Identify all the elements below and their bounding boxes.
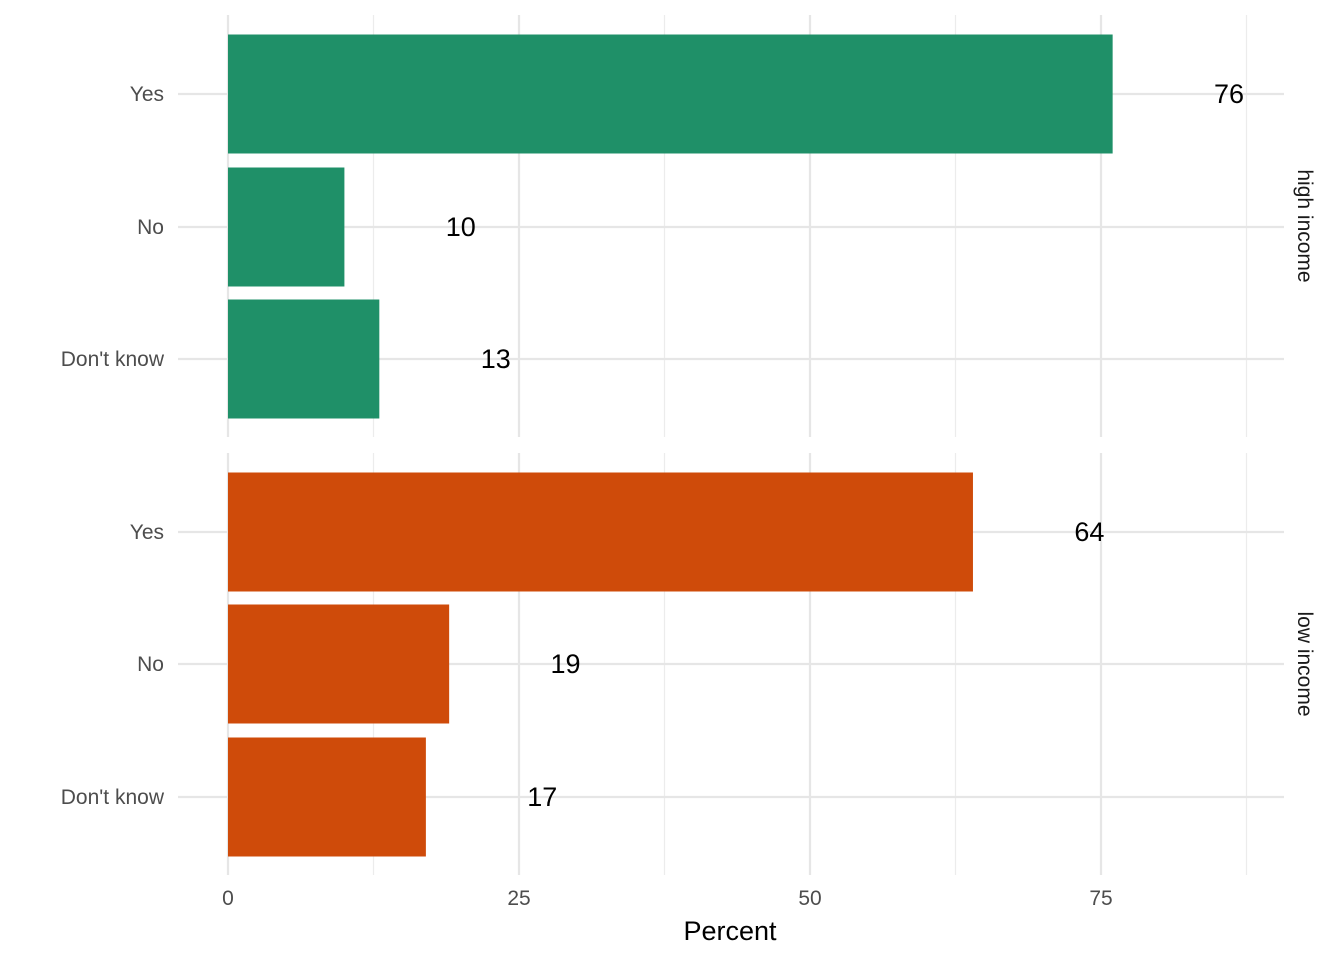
data-label: 19 <box>551 649 581 679</box>
facet-strip-label: low income <box>1293 611 1316 716</box>
category-label: No <box>137 653 164 676</box>
category-label: Yes <box>130 83 164 106</box>
x-axis-ticks: 0 25 50 75 <box>222 887 1113 910</box>
bar <box>228 34 1113 154</box>
x-tick-label: 0 <box>222 887 234 910</box>
chart-panels: Yes 76 No 10 Don't know 13 high income Yes 64 No 1… <box>61 15 1316 875</box>
facet-panel-low-income: Yes 64 No 19 Don't know 17 low income <box>61 453 1316 875</box>
bar <box>228 167 345 287</box>
category-label: No <box>137 216 164 239</box>
data-label: 76 <box>1214 79 1244 109</box>
bar <box>228 604 450 724</box>
data-label: 13 <box>481 344 511 374</box>
x-axis-title: Percent <box>683 916 777 946</box>
category-label: Yes <box>130 521 164 544</box>
category-label: Don't know <box>61 786 165 809</box>
x-tick-label: 75 <box>1089 887 1112 910</box>
x-tick-label: 50 <box>798 887 821 910</box>
x-tick-label: 25 <box>507 887 530 910</box>
data-label: 64 <box>1074 517 1104 547</box>
category-label: Don't know <box>61 348 165 371</box>
bar <box>228 737 426 857</box>
data-label: 17 <box>527 782 557 812</box>
facet-panel-high-income: Yes 76 No 10 Don't know 13 high income <box>61 15 1316 437</box>
data-label: 10 <box>446 212 476 242</box>
bar <box>228 299 380 419</box>
facet-strip-label: high income <box>1293 169 1316 282</box>
bar <box>228 472 973 592</box>
